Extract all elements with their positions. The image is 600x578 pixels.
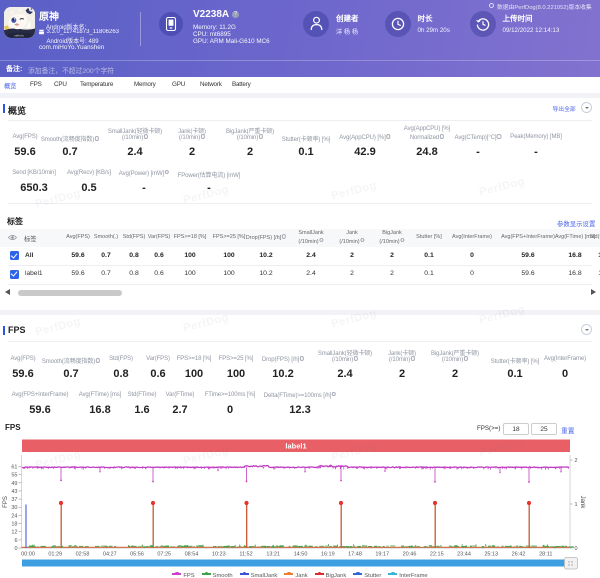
svg-text:0: 0 <box>575 546 578 552</box>
svg-text:04:27: 04:27 <box>103 552 117 558</box>
svg-text:13:21: 13:21 <box>266 552 280 558</box>
svg-text:26:42: 26:42 <box>512 552 526 558</box>
svg-text:23:44: 23:44 <box>457 552 471 558</box>
svg-text:43: 43 <box>11 489 17 495</box>
svg-text:2: 2 <box>575 458 578 464</box>
svg-text:37: 37 <box>11 497 17 503</box>
svg-text:14:50: 14:50 <box>294 552 308 558</box>
svg-text:FPS: FPS <box>3 496 9 508</box>
svg-text:07:25: 07:25 <box>157 552 171 558</box>
svg-text:61: 61 <box>11 465 17 471</box>
svg-text:20:46: 20:46 <box>403 552 417 558</box>
svg-text:11:52: 11:52 <box>239 552 252 558</box>
svg-text:1: 1 <box>575 502 578 508</box>
svg-text:17:48: 17:48 <box>348 552 362 558</box>
svg-text:miHoYo: miHoYo <box>14 33 24 37</box>
svg-text:30: 30 <box>11 505 17 511</box>
svg-text:10:23: 10:23 <box>212 552 226 558</box>
svg-text:Jank: Jank <box>579 496 585 510</box>
svg-text:00:00: 00:00 <box>21 552 35 558</box>
svg-text:01:29: 01:29 <box>48 552 62 558</box>
svg-text:18: 18 <box>11 522 17 528</box>
svg-text:05:56: 05:56 <box>130 552 144 558</box>
svg-text:22:15: 22:15 <box>430 552 444 558</box>
svg-text:12: 12 <box>11 530 17 536</box>
svg-text:0: 0 <box>14 546 17 552</box>
svg-text:6: 6 <box>14 538 17 544</box>
svg-text:24: 24 <box>11 513 17 519</box>
svg-text:19:17: 19:17 <box>375 552 389 558</box>
svg-text:16:19: 16:19 <box>321 552 335 558</box>
svg-text:08:54: 08:54 <box>185 552 199 558</box>
svg-text:49: 49 <box>11 481 17 487</box>
svg-text:55: 55 <box>11 473 17 479</box>
svg-text:28:11: 28:11 <box>539 552 552 558</box>
svg-text:02:58: 02:58 <box>76 552 90 558</box>
svg-text:25:13: 25:13 <box>484 552 498 558</box>
svg-text:label1: label1 <box>285 442 306 451</box>
